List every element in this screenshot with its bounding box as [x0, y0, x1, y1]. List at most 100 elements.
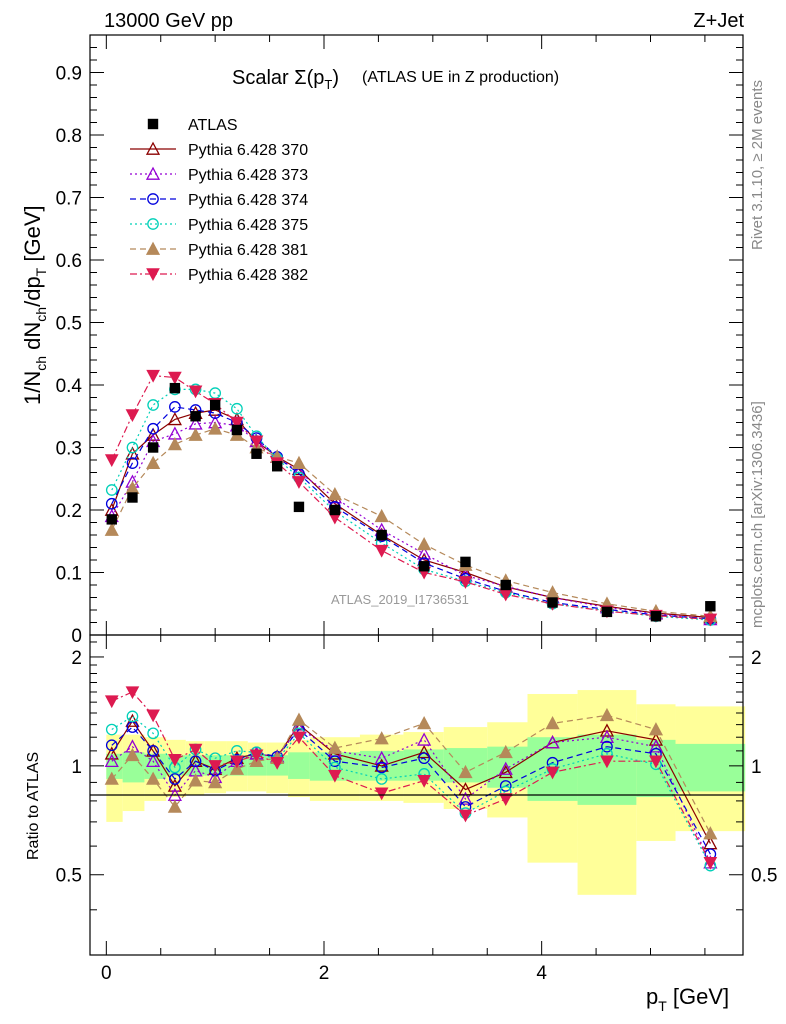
main-point-p382 — [374, 544, 389, 558]
ratio-point-p370 — [167, 778, 182, 792]
ratio-point-p381 — [104, 771, 119, 785]
main-point-p370 — [167, 411, 182, 426]
ratio-point-p373 — [648, 739, 664, 753]
ratio-point-p382 — [104, 695, 119, 709]
ratio-point-p374 — [329, 755, 341, 768]
ratio-line-p375 — [111, 715, 711, 866]
ratio-point-p370 — [648, 732, 664, 746]
ratio-point-p381 — [167, 799, 182, 813]
header-process: Z+Jet — [693, 10, 744, 32]
main-point-atlas — [460, 556, 471, 568]
main-point-atlas — [127, 492, 138, 503]
ratio-point-p381 — [374, 731, 389, 745]
ratio-point-p370 — [104, 746, 119, 760]
legend-label-p374: Pythia 6.428 374 — [188, 192, 308, 209]
main-point-p382 — [146, 369, 160, 383]
ratio-ytick-label: 1 — [71, 757, 82, 778]
main-point-p382 — [292, 476, 306, 489]
main-point-p381 — [188, 427, 203, 441]
ratio-point-p375 — [375, 773, 388, 785]
legend-marker-atlas — [147, 118, 159, 130]
legend-label-p381: Pythia 6.428 381 — [188, 242, 308, 259]
legend-label-p373: Pythia 6.428 373 — [188, 167, 308, 184]
ratio-point-p382 — [188, 743, 203, 757]
ratio-point-p382 — [249, 749, 264, 763]
main-point-atlas — [418, 561, 430, 572]
ratio-point-p382 — [600, 755, 614, 769]
main-point-p375 — [105, 484, 118, 496]
ratio-point-p375 — [147, 727, 159, 740]
ratio-band-inner — [577, 734, 637, 805]
ratio-line-p374 — [111, 726, 711, 855]
ratio-point-p374 — [169, 773, 181, 785]
ratio-point-p374 — [499, 780, 512, 792]
mcplots-label: mcplots.cern.ch [arXiv:1306.3436] — [749, 401, 766, 628]
main-ytick-label: 0.5 — [56, 314, 82, 335]
main-point-atlas — [231, 424, 243, 436]
main-point-p370 — [146, 427, 161, 441]
main-point-p381 — [327, 486, 342, 501]
ratio-point-p381 — [417, 716, 432, 730]
ratio-point-p373 — [458, 791, 473, 805]
ratio-point-p374 — [375, 761, 388, 774]
ratio-point-p381 — [498, 744, 513, 759]
y-axis-label-main: 1/Nch dNch/dpT [GeV] — [20, 205, 49, 405]
main-point-atlas — [190, 411, 201, 422]
main-line-p375 — [111, 388, 711, 621]
main-point-p381 — [104, 522, 119, 536]
main-point-atlas — [147, 442, 159, 453]
ratio-point-p382 — [146, 709, 160, 723]
chart-title: Scalar Σ(pT) — [232, 67, 339, 92]
main-ytick-label: 0.1 — [56, 564, 82, 585]
legend-marker-p375 — [147, 218, 159, 230]
main-point-p381 — [167, 436, 182, 451]
legend-label-atlas: ATLAS — [188, 117, 238, 134]
main-ytick-label: 0.9 — [56, 64, 82, 85]
legend-label-p370: Pythia 6.428 370 — [188, 142, 308, 159]
ratio-ytick-label-right: 0.5 — [751, 866, 777, 887]
main-ytick-label: 0.2 — [56, 501, 82, 522]
ratio-point-p381 — [208, 775, 223, 789]
ratio-point-p382 — [458, 809, 473, 823]
main-point-p381 — [208, 421, 223, 435]
main-point-p382 — [168, 371, 182, 385]
ratio-point-p382 — [292, 731, 306, 745]
legend-label-p375: Pythia 6.428 375 — [188, 217, 308, 234]
ratio-ytick-label: 0.5 — [56, 866, 82, 887]
ratio-point-p382 — [498, 793, 513, 807]
ratio-point-p382 — [649, 755, 663, 769]
ratio-ytick-label: 2 — [71, 648, 82, 669]
main-point-p382 — [188, 385, 203, 399]
main-point-atlas — [169, 382, 181, 394]
ratio-point-p381 — [545, 716, 560, 730]
ratio-point-p381 — [703, 826, 718, 840]
main-point-p373 — [417, 546, 432, 560]
main-ytick-label: 0.4 — [56, 376, 83, 397]
ratio-point-p382 — [703, 856, 718, 870]
ratio-point-p381 — [188, 773, 203, 787]
analysis-watermark: ATLAS_2019_I1736531 — [331, 592, 469, 607]
legend: ATLAS Pythia 6.428 370 Pythia 6.428 373 Pyt… — [130, 117, 308, 284]
ratio-point-p382 — [328, 769, 342, 783]
main-point-p374 — [126, 457, 139, 469]
main-point-atlas — [650, 611, 662, 622]
ratio-point-p382 — [208, 760, 222, 773]
main-point-p381 — [417, 536, 432, 551]
main-point-p382 — [249, 435, 264, 449]
main-point-p382 — [230, 416, 244, 430]
main-line-p381 — [111, 428, 711, 617]
legend-marker-p374 — [147, 193, 159, 205]
ratio-point-p373 — [417, 732, 432, 746]
ratio-point-p375 — [126, 710, 139, 723]
ratio-band-inner — [288, 752, 310, 779]
ratio-point-p374 — [105, 739, 118, 752]
ratio-point-p381 — [146, 771, 161, 785]
main-point-atlas — [329, 504, 341, 516]
ratio-point-p374 — [147, 745, 159, 757]
ratio-ytick-label-right: 1 — [751, 757, 762, 778]
main-point-p381 — [374, 508, 389, 523]
ratio-band-inner — [675, 743, 746, 792]
main-ytick-label: 0.6 — [56, 251, 82, 272]
main-point-p374 — [105, 497, 118, 510]
